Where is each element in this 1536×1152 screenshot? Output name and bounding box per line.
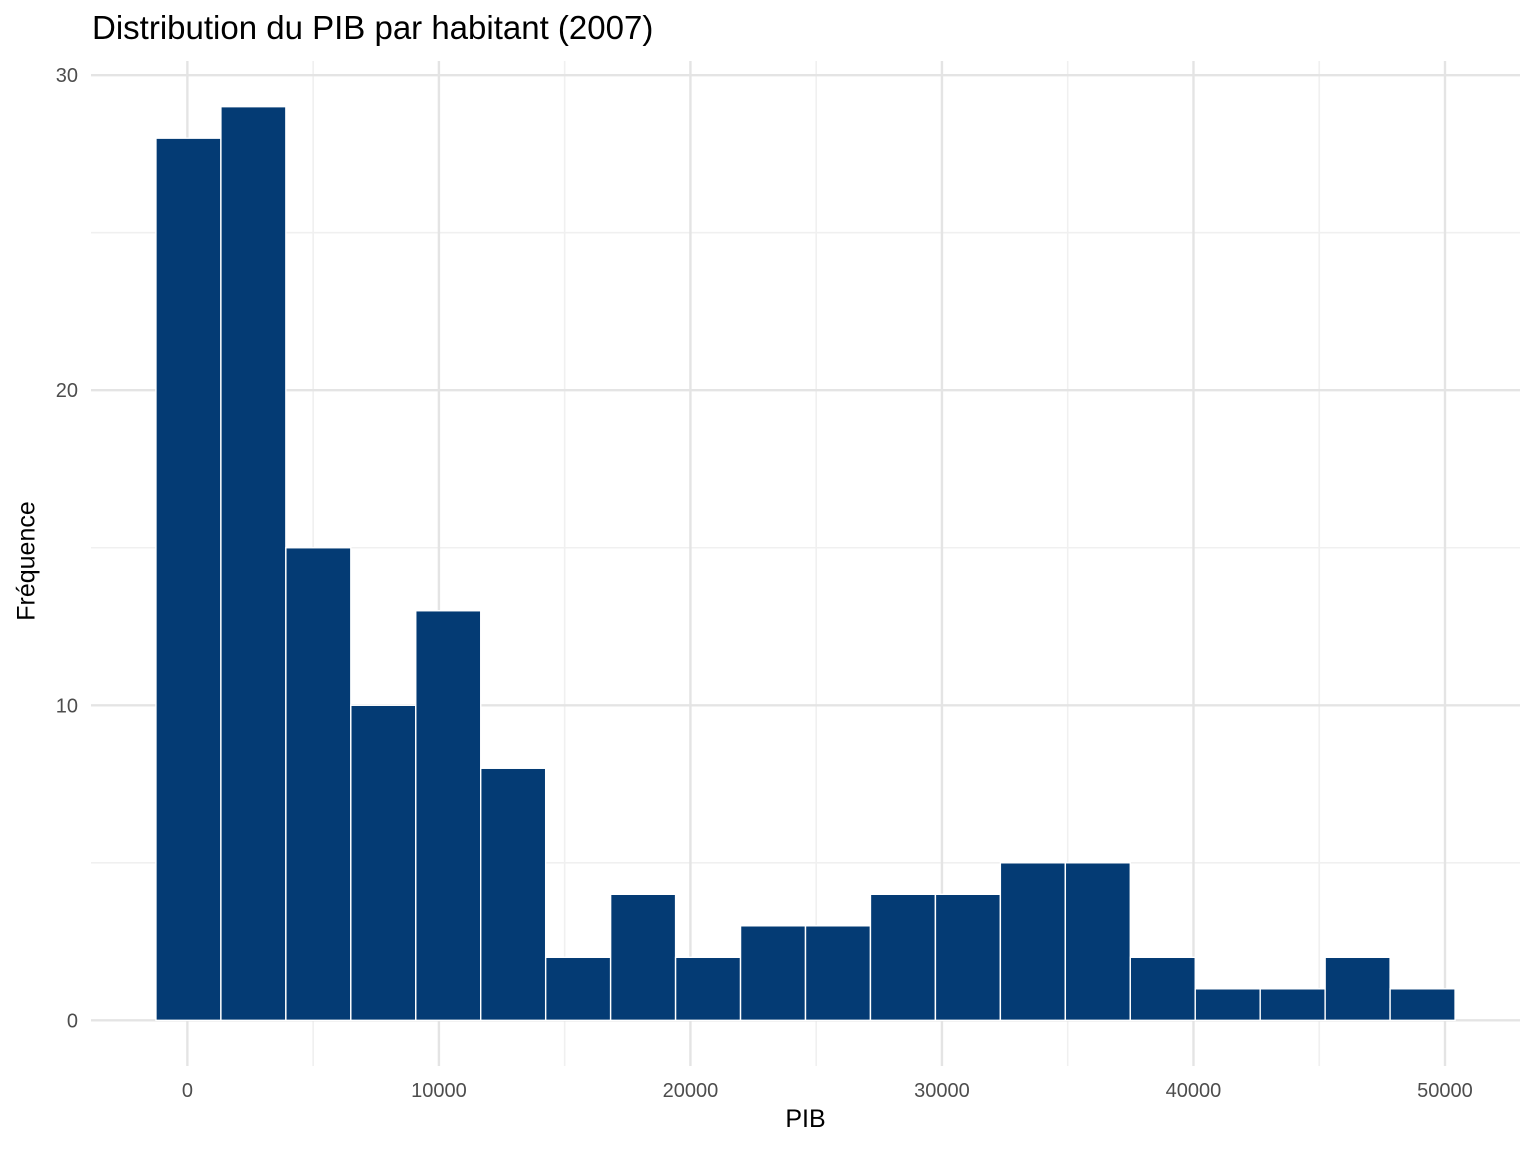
histogram-bar [1389, 988, 1456, 1022]
y-tick-label: 20 [56, 380, 78, 402]
histogram-bar [480, 767, 547, 1022]
histogram-bar [1259, 988, 1326, 1022]
histogram-bar [415, 610, 482, 1022]
histogram-bar [999, 862, 1067, 1022]
histogram-bar [674, 956, 742, 1022]
x-tick-label: 20000 [663, 1080, 719, 1102]
histogram-bar [544, 956, 612, 1022]
x-tick-label: 30000 [914, 1080, 970, 1102]
y-tick-label: 10 [56, 695, 78, 717]
histogram-bar [350, 704, 417, 1022]
x-axis-title: PIB [785, 1105, 826, 1133]
histogram-bar [1324, 956, 1391, 1022]
y-tick-label: 30 [56, 65, 78, 87]
histogram-bar [1064, 862, 1131, 1022]
histogram-bar [220, 105, 287, 1022]
y-axis-title: Fréquence [12, 501, 41, 621]
x-tick-label: 0 [182, 1080, 193, 1102]
x-tick-label: 50000 [1417, 1080, 1473, 1102]
histogram-bar [285, 547, 352, 1022]
histogram-bar [804, 925, 872, 1022]
histogram-bar [869, 893, 937, 1022]
histogram-bar [155, 137, 222, 1022]
y-tick-label: 0 [67, 1010, 78, 1032]
histogram-bar [739, 925, 807, 1022]
x-tick-label: 10000 [411, 1080, 467, 1102]
x-tick-label: 40000 [1166, 1080, 1222, 1102]
histogram-bar [1129, 956, 1196, 1022]
histogram-bar [609, 893, 677, 1022]
histogram-bar [1194, 988, 1261, 1022]
chart-title: Distribution du PIB par habitant (2007) [92, 9, 654, 46]
histogram-bar [934, 893, 1002, 1022]
